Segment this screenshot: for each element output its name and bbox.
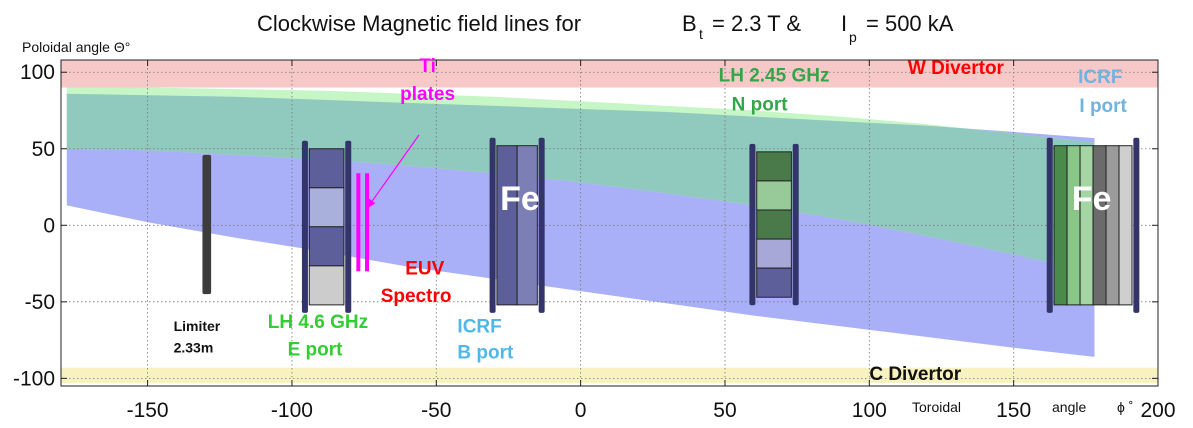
- icrf-b-frame-bar: [490, 138, 496, 313]
- x-tick-label: -150: [127, 399, 169, 422]
- annotation-icrfb1: ICRF: [457, 316, 501, 337]
- y-tick-label: 100: [20, 61, 55, 84]
- y-tick-label: -50: [25, 291, 55, 314]
- x-tick-label: 100: [852, 399, 887, 422]
- title-i-subscript: p: [849, 29, 857, 45]
- y-tick-label: 50: [32, 138, 55, 161]
- lh245-frame-bar: [749, 144, 755, 305]
- y-tick-label: -100: [13, 367, 55, 390]
- lh46-frame-bar: [302, 141, 308, 313]
- annotation-lh46b: E port: [288, 339, 344, 360]
- icrf-b-cell: [497, 146, 517, 305]
- annotation-icrfb2: B port: [457, 342, 514, 363]
- x-tick-label: -50: [421, 399, 451, 422]
- title-b-subscript: t: [699, 26, 703, 42]
- title-b-value: = 2.3 T &: [712, 11, 801, 36]
- annotation-ti1: Ti: [419, 56, 436, 77]
- lh245-cell: [757, 181, 792, 210]
- lh245-cell: [757, 152, 792, 181]
- annotation-fe1: Fe: [500, 180, 540, 218]
- annotation-lh245a: LH 2.45 GHz: [719, 65, 830, 86]
- x-axis-label-toroidal: Toroidal: [912, 399, 961, 415]
- title-prefix: Clockwise Magnetic field lines for: [257, 11, 581, 36]
- annotation-fe2: Fe: [1072, 180, 1112, 218]
- annotation-icrfi2: I port: [1079, 96, 1127, 117]
- annotation-icrfi1: ICRF: [1078, 67, 1122, 88]
- lh46-cell: [309, 188, 344, 227]
- chart-title: Clockwise Magnetic field lines for B t =…: [257, 11, 954, 45]
- limiter-bar: [202, 155, 211, 294]
- lh245-cell: [757, 268, 792, 297]
- icrf-b-frame-bar: [539, 138, 545, 313]
- lh46-cell: [309, 266, 344, 305]
- lh46-cell: [309, 227, 344, 266]
- x-tick-label: 150: [996, 399, 1031, 422]
- icrf-i-cell: [1106, 146, 1119, 305]
- lh245-frame-bar: [793, 144, 799, 305]
- title-b-symbol: B: [682, 11, 697, 36]
- x-tick-label: 200: [1140, 399, 1175, 422]
- y-axis-label: Poloidal angle Θ°: [22, 39, 130, 55]
- icrf-i-cell: [1054, 146, 1067, 305]
- x-tick-label: -100: [271, 399, 313, 422]
- annotation-euv2: Spectro: [381, 286, 452, 307]
- annotation-lim1: Limiter: [174, 318, 221, 334]
- icrf-i-cell: [1080, 146, 1093, 305]
- icrf-i-frame-bar: [1133, 138, 1139, 313]
- y-tick-label: 0: [43, 214, 55, 237]
- annotation-ti2: plates: [400, 84, 455, 105]
- icrf-i-cell: [1093, 146, 1106, 305]
- icrf-b-cell: [517, 146, 537, 305]
- title-i-symbol: I: [841, 11, 847, 36]
- lh46-frame-bar: [345, 141, 351, 313]
- icrf-i-cell: [1067, 146, 1080, 305]
- annotation-lh245b: N port: [732, 95, 789, 116]
- icrf-i-frame-bar: [1047, 138, 1053, 313]
- x-axis-label-phi: ϕ ˚: [1117, 399, 1133, 415]
- lh245-cell: [757, 239, 792, 268]
- x-tick-label: 0: [575, 399, 587, 422]
- x-tick-label: 50: [713, 399, 736, 422]
- lh46-cell: [309, 149, 344, 188]
- icrf-i-cell: [1119, 146, 1132, 305]
- annotation-lh46a: LH 4.6 GHz: [268, 312, 368, 333]
- title-i-value: = 500 kA: [866, 11, 954, 36]
- plot-area: -150 -100 -50 0 50 100 150 200 -100 -50 0 50 100 Ti pl…: [13, 56, 1176, 422]
- c-divertor-band: [61, 368, 1158, 383]
- annotation-wdiv: W Divertor: [908, 58, 1005, 79]
- lh245-cell: [757, 210, 792, 239]
- annotation-cdiv: C Divertor: [869, 364, 961, 385]
- x-axis-label-angle: angle: [1052, 399, 1086, 415]
- annotation-lim2: 2.33m: [174, 339, 214, 355]
- annotation-euv1: EUV: [405, 258, 444, 279]
